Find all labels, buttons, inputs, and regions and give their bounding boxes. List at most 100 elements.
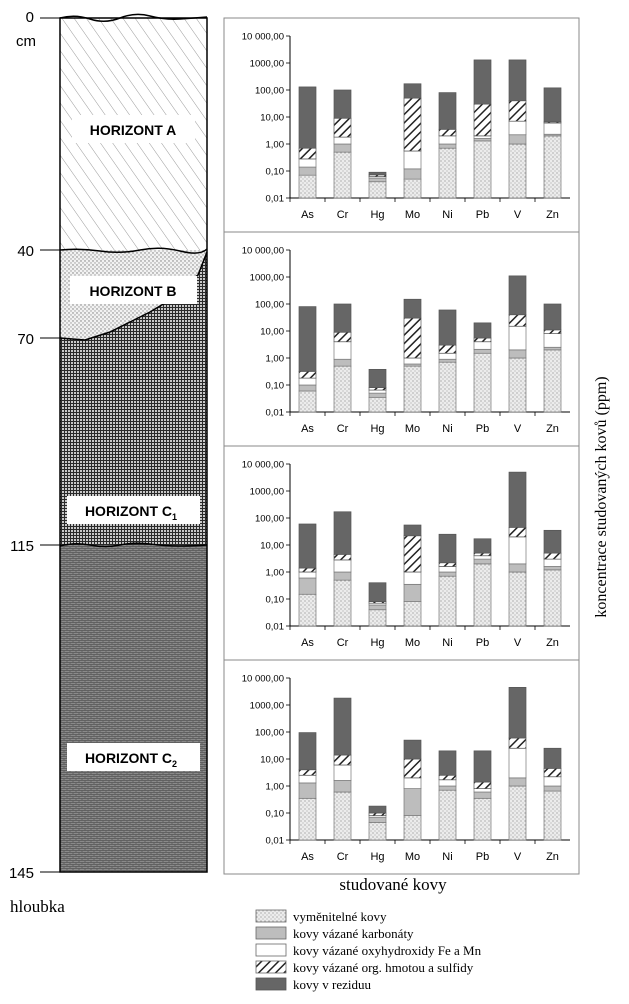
bar-segment-v-fraction-1 (508, 785, 527, 841)
bar-segment-mo-fraction-2 (403, 168, 422, 180)
x-tick-label-pb: Pb (476, 851, 489, 863)
chart-panel-4: 10 000,00 1000,00 100,00 10,00 1,00 0,10 0,01 A… (223, 659, 580, 875)
bar-segment-zn-fraction-1 (543, 349, 562, 413)
x-tick-label-as: As (301, 209, 314, 221)
bar-segment-pb-fraction-3 (473, 341, 492, 350)
horizon-c1-fill (60, 250, 207, 545)
y-tick-label: 0,01 (266, 408, 285, 419)
bar-segment-as-fraction-3 (298, 158, 317, 168)
bar-segment-v-fraction-4 (508, 100, 527, 122)
bar-segment-hg-fraction-1 (368, 396, 387, 413)
horizon-b-label: HORIZONT B (89, 283, 176, 299)
bar-segment-ni-fraction-3 (438, 135, 457, 145)
y-tick-label: 10,00 (260, 755, 284, 766)
bar-segment-ni-fraction-1 (438, 147, 457, 199)
bar-segment-cr-fraction-4 (333, 754, 352, 766)
bar-segment-v-fraction-4 (508, 527, 527, 538)
x-tick-label-hg: Hg (370, 209, 384, 221)
bar-segment-cr-fraction-5 (333, 697, 352, 756)
horizon-c1-label: HORIZONT C1 (85, 503, 177, 522)
bar-segment-ni-fraction-1 (438, 575, 457, 627)
depth-tick-145: 145 (9, 865, 34, 882)
bar-segment-ni-fraction-3 (438, 566, 457, 573)
bar-segment-zn-fraction-3 (543, 776, 562, 787)
horizon-c2-fill (60, 545, 207, 872)
bar-segment-v-fraction-2 (508, 349, 527, 359)
bar-segment-ni-fraction-2 (438, 143, 457, 149)
x-tick-label-pb: Pb (476, 209, 489, 221)
bar-segment-as-fraction-2 (298, 384, 317, 392)
x-tick-label-hg: Hg (370, 423, 384, 435)
bar-segment-v-fraction-4 (508, 737, 527, 749)
bar-segment-as-fraction-2 (298, 166, 317, 176)
bar-segment-mo-fraction-4 (403, 317, 422, 359)
depth-tick-0: 0 (26, 9, 34, 26)
bar-segment-cr-fraction-1 (333, 791, 352, 841)
horizon-c2-label: HORIZONT C2 (85, 750, 177, 769)
bar-segment-hg-fraction-3 (368, 389, 387, 394)
bar-segment-cr-fraction-5 (333, 303, 352, 333)
bar-segment-ni-fraction-3 (438, 779, 457, 787)
x-tick-label-mo: Mo (405, 423, 420, 435)
bar-segment-as-fraction-4 (298, 567, 317, 573)
chart-panels: 10 000,00 1000,00 100,00 10,00 1,00 0,10 0,01 A… (223, 17, 580, 875)
horizon-labels: HORIZONT A HORIZONT B HORIZONT C1 HORIZO… (67, 115, 200, 771)
x-tick-label-cr: Cr (337, 851, 349, 863)
depth-axis: 0 cm 40 70 115 145 hloubka (9, 9, 65, 916)
x-tick-label-mo: Mo (405, 637, 420, 649)
bar-segment-cr-fraction-1 (333, 579, 352, 627)
bar-segment-zn-fraction-2 (543, 566, 562, 571)
bar-segment-v-fraction-2 (508, 134, 527, 145)
x-tick-label-cr: Cr (337, 637, 349, 649)
bar-segment-as-fraction-5 (298, 523, 317, 569)
x-tick-label-pb: Pb (476, 423, 489, 435)
depth-label: hloubka (10, 897, 65, 916)
bar-segment-hg-fraction-5 (368, 368, 387, 388)
x-tick-label-cr: Cr (337, 209, 349, 221)
x-tick-label-zn: Zn (546, 637, 559, 649)
x-tick-label-as: As (301, 851, 314, 863)
bar-segment-mo-fraction-5 (403, 298, 422, 319)
bar-segment-v-fraction-2 (508, 563, 527, 573)
bar-segment-cr-fraction-4 (333, 554, 352, 561)
legend-label-oxyhydroxides: kovy vázané oxyhydroxidy Fe a Mn (293, 943, 482, 958)
bar-segment-cr-fraction-1 (333, 151, 352, 199)
y-tick-label: 100,00 (255, 300, 284, 311)
bar-segment-zn-fraction-2 (543, 346, 562, 351)
x-tick-label-v: V (514, 637, 522, 649)
bar-segment-hg-fraction-4 (368, 387, 387, 391)
bar-segment-pb-fraction-4 (473, 781, 492, 789)
bar-segment-as-fraction-4 (298, 147, 317, 160)
bar-segment-zn-fraction-3 (543, 122, 562, 135)
bar-segment-zn-fraction-4 (543, 552, 562, 560)
bar-segment-ni-fraction-5 (438, 309, 457, 346)
x-tick-label-ni: Ni (442, 423, 452, 435)
bar-segment-as-fraction-4 (298, 769, 317, 776)
bar-segment-cr-fraction-5 (333, 89, 352, 119)
bar-segment-cr-fraction-2 (333, 143, 352, 153)
bar-segment-zn-fraction-3 (543, 558, 562, 567)
bar-segment-as-fraction-3 (298, 774, 317, 784)
bar-segment-v-fraction-4 (508, 314, 527, 327)
x-tick-label-as: As (301, 637, 314, 649)
bar-segment-pb-fraction-2 (473, 791, 492, 799)
bar-segment-pb-fraction-1 (473, 563, 492, 627)
legend-swatch-organic (255, 960, 287, 974)
bar-segment-pb-fraction-2 (473, 558, 492, 565)
bar-segment-hg-fraction-1 (368, 181, 387, 199)
bar-segment-ni-fraction-1 (438, 361, 457, 413)
legend-label-organic: kovy vázané org. hmotou a sulfidy (293, 960, 474, 975)
horizon-c2-name: HORIZONT C (85, 750, 172, 766)
y-tick-label: 10,00 (260, 541, 284, 552)
bar-segment-pb-fraction-2 (473, 348, 492, 354)
bar-segment-ni-fraction-5 (438, 92, 457, 130)
bar-segment-pb-fraction-3 (473, 555, 492, 560)
bar-segment-zn-fraction-1 (543, 135, 562, 199)
bar-segment-mo-fraction-1 (403, 815, 422, 841)
bar-segment-v-fraction-5 (508, 59, 527, 102)
bar-segment-ni-fraction-2 (438, 571, 457, 577)
y-tick-label: 0,10 (266, 809, 285, 820)
y-tick-label: 0,01 (266, 194, 285, 205)
x-tick-label-zn: Zn (546, 423, 559, 435)
